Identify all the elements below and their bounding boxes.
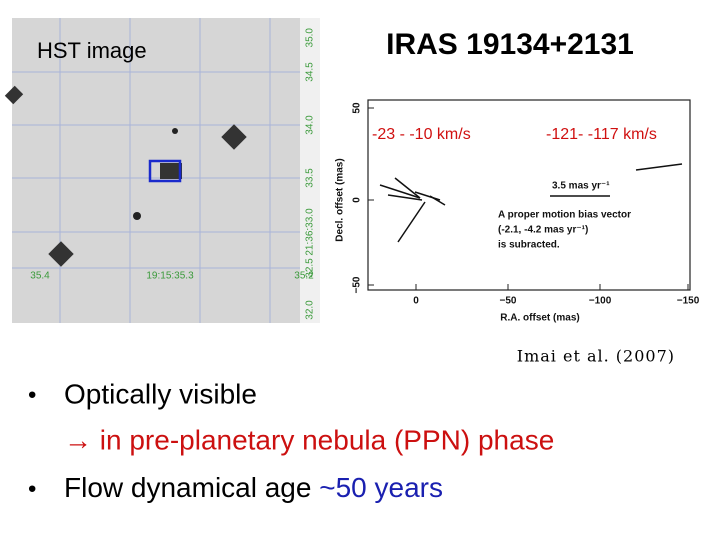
ra-label: 35.4 [30,271,50,282]
bullet-highlight: ~50 years [319,472,443,503]
ra-label: 35.2 [294,271,314,282]
y-tick-label: 0 [352,197,363,203]
dec-label: 35.0 [305,28,316,48]
plot-note: A proper motion bias vector [498,210,631,221]
bullet-marker: • [28,475,36,502]
x-tick-label: −150 [677,296,700,307]
dec-label: 21:36:33.0 [305,208,316,256]
plot-note: (-2.1, -4.2 mas yr⁻¹) [498,225,588,236]
velocity-range: -23 - -10 km/s [372,126,471,143]
bullet-text: Optically visible [64,378,257,409]
y-tick-label: 50 [352,102,363,114]
bullet-marker: • [28,381,36,408]
y-tick-label: −50 [352,276,363,293]
citation: Imai et al. (2007) [517,347,675,366]
bullet-text: Flow dynamical age ~50 years [64,472,443,503]
scale-label: 3.5 mas yr⁻¹ [552,181,610,192]
x-axis-label: R.A. offset (mas) [500,313,579,324]
dec-label: 32.5 [305,258,316,278]
image-label: HST image [37,38,147,63]
proper-motion-plot: 50 0 −50 0 −50 −100 −150 R.A. offset (ma… [335,99,700,324]
velocity-range: -121- -117 km/s [546,126,657,143]
dec-label: 32.0 [305,300,316,320]
hst-image: HST image 35.0 34.5 34.0 33.5 21:36:33.0 32.5… [4,18,320,323]
dec-label: 34.0 [305,115,316,135]
x-tick-label: −100 [589,296,612,307]
bullet-text-plain: Flow dynamical age [64,472,319,503]
x-tick-label: 0 [413,296,419,307]
y-axis-label: Decl. offset (mas) [335,158,346,241]
ra-label: 19:15:35.3 [146,271,194,282]
slide-title: IRAS 19134+2131 [386,28,634,61]
plot-note: is subracted. [498,240,560,251]
bullet-continuation: → in pre-planetary nebula (PPN) phase [64,424,554,455]
dec-label: 33.5 [305,168,316,188]
x-tick-label: −50 [500,296,517,307]
dec-label: 34.5 [305,62,316,82]
